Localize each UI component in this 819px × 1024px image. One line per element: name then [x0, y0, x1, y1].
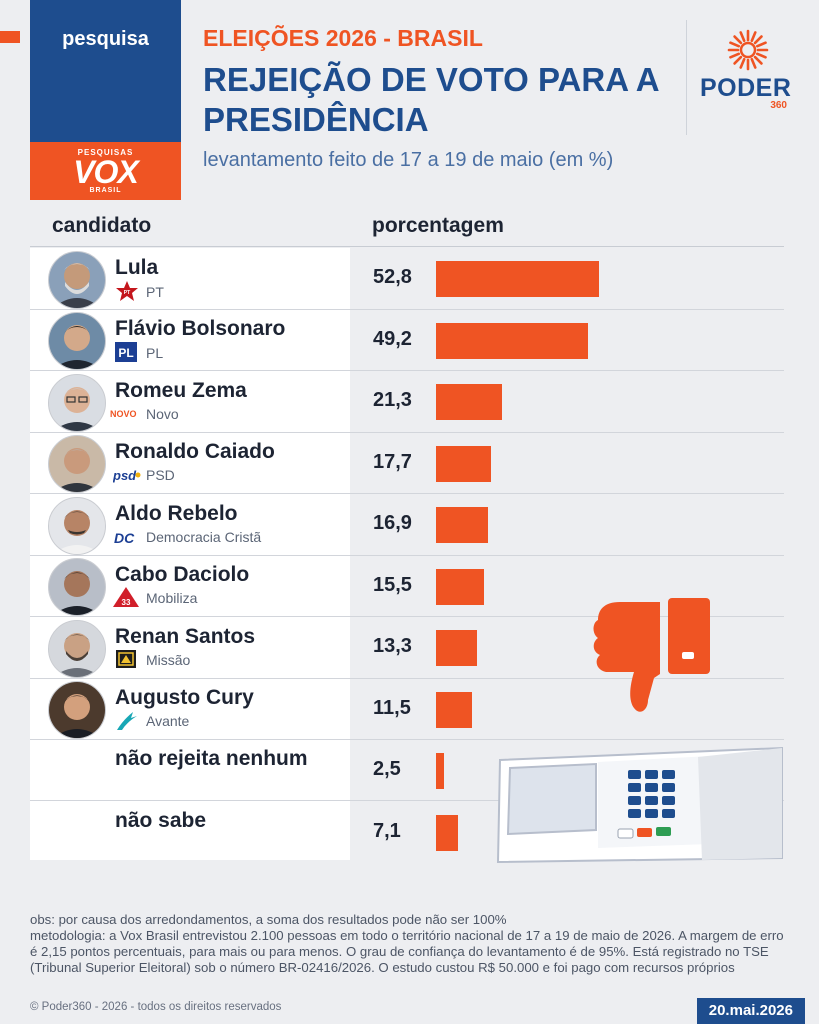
- value-label: 7,1: [373, 819, 401, 842]
- bar: [436, 568, 484, 605]
- bar: [436, 384, 502, 420]
- row-divider: [30, 493, 784, 494]
- brand-name: PODER: [700, 74, 792, 102]
- row-divider: [30, 309, 784, 310]
- voting-machine-icon: [496, 746, 783, 864]
- value-label: 21,3: [373, 389, 412, 411]
- header-line: [30, 246, 784, 247]
- psd-logo-text: psd: [113, 468, 137, 483]
- page-subtitle: levantamento feito de 17 a 19 de maio (e…: [203, 149, 614, 171]
- bar: [436, 445, 491, 482]
- candidate-party: Democracia Cristã: [146, 529, 262, 545]
- avatar-ronaldo-caiado: [48, 435, 106, 493]
- bar: [436, 322, 588, 359]
- dc-logo-text: DC: [114, 530, 135, 546]
- bar: [436, 507, 489, 543]
- row-divider: [30, 678, 784, 679]
- value-label: 15,5: [373, 573, 412, 596]
- dc-logo-icon: DC: [114, 530, 135, 546]
- avatar-augusto-cury: [48, 681, 106, 739]
- pollster-logo: PESQUISAS VOX BRASIL: [30, 142, 181, 200]
- avatar-flavio-bolsonaro: [48, 312, 106, 370]
- row-divider: [30, 555, 784, 556]
- category-tag-box: pesquisa: [30, 0, 181, 142]
- candidate-name: Aldo Rebelo: [115, 502, 238, 525]
- publication-date: 20.mai.2026: [696, 998, 805, 1024]
- row-divider: [30, 800, 784, 801]
- bar: [436, 814, 458, 851]
- row-divider: [30, 370, 784, 371]
- option-name: não sabe: [115, 809, 207, 832]
- candidate-party: Avante: [146, 713, 190, 729]
- candidate-name: Renan Santos: [115, 625, 256, 648]
- avatar-romeu-zema: [48, 374, 106, 432]
- brand-number: 360: [770, 100, 787, 111]
- value-label: 13,3: [373, 635, 412, 657]
- option-name: não rejeita nenhum: [115, 747, 308, 770]
- candidate-party: Mobiliza: [146, 590, 198, 606]
- missao-logo-icon: [116, 650, 136, 668]
- methodology-note: metodologia: a Vox Brasil entrevistou 2.…: [30, 928, 784, 975]
- avatar-lula: [48, 251, 106, 309]
- candidate-name: Augusto Cury: [115, 686, 254, 709]
- avatar-renan-santos: [48, 620, 106, 678]
- candidate-name: Romeu Zema: [115, 379, 247, 402]
- novo-logo-icon: NOVO: [110, 409, 137, 419]
- bar: [436, 630, 478, 666]
- bar: [436, 261, 599, 297]
- row-divider: [30, 739, 784, 740]
- mobiliza-logo-icon: 33: [113, 587, 139, 607]
- candidate-name: Lula: [115, 256, 159, 279]
- thumbs-down-icon: [593, 598, 710, 712]
- value-label: 49,2: [373, 327, 412, 350]
- value-label: 2,5: [373, 758, 401, 780]
- pollster-logo-bottom: BRASIL: [89, 187, 122, 194]
- poder360-logo: PODER 360: [700, 28, 795, 118]
- novo-logo-text: NOVO: [110, 409, 137, 419]
- thumbs-down-ballot-illustration: [496, 598, 783, 864]
- avante-logo-icon: [117, 712, 137, 730]
- column-header-candidate: candidato: [52, 214, 152, 237]
- header-divider: [686, 20, 687, 135]
- candidate-party: PSD: [146, 467, 175, 483]
- row-divider: [30, 432, 784, 433]
- psd-logo-icon: psd: [113, 468, 141, 483]
- candidate-name: Flávio Bolsonaro: [115, 317, 286, 340]
- category-tag: pesquisa: [62, 28, 149, 50]
- value-label: 11,5: [373, 696, 411, 719]
- accent-dash: [0, 31, 20, 43]
- row-divider: [30, 616, 784, 617]
- pl-logo-icon: PL: [115, 342, 137, 362]
- candidate-party: Novo: [146, 406, 179, 422]
- candidate-party: PL: [146, 345, 164, 361]
- pl-logo-text: PL: [118, 346, 133, 360]
- column-header-percentage: porcentagem: [372, 214, 504, 237]
- value-label: 17,7: [373, 450, 412, 473]
- value-label: 16,9: [373, 512, 412, 534]
- bar: [436, 753, 444, 789]
- avatar-cabo-daciolo: [48, 558, 106, 616]
- kicker: ELEIÇÕES 2026 - BRASIL: [203, 25, 483, 51]
- page-title: REJEIÇÃO DE VOTO PARA A PRESIDÊNCIA: [203, 61, 659, 138]
- candidate-name: Cabo Daciolo: [115, 563, 250, 586]
- pt-logo-icon: PT: [116, 281, 138, 301]
- value-label: 52,8: [373, 266, 412, 288]
- obs-note: obs: por causa dos arredondamentos, a so…: [30, 912, 507, 927]
- sun-icon: [727, 29, 769, 71]
- candidate-name: Ronaldo Caiado: [115, 440, 275, 463]
- footnotes: obs: por causa dos arredondamentos, a so…: [30, 912, 790, 976]
- pollster-logo-main: VOX: [73, 154, 139, 190]
- pt-logo-text: PT: [124, 290, 130, 296]
- mobiliza-logo-text: 33: [122, 598, 131, 607]
- candidate-party: Missão: [146, 652, 191, 668]
- candidate-party: PT: [146, 284, 164, 300]
- bar: [436, 691, 472, 728]
- avatar-aldo-rebelo: [48, 497, 106, 555]
- copyright: © Poder360 - 2026 - todos os direitos re…: [30, 1001, 282, 1013]
- pollster-logo-top: PESQUISAS: [77, 148, 134, 157]
